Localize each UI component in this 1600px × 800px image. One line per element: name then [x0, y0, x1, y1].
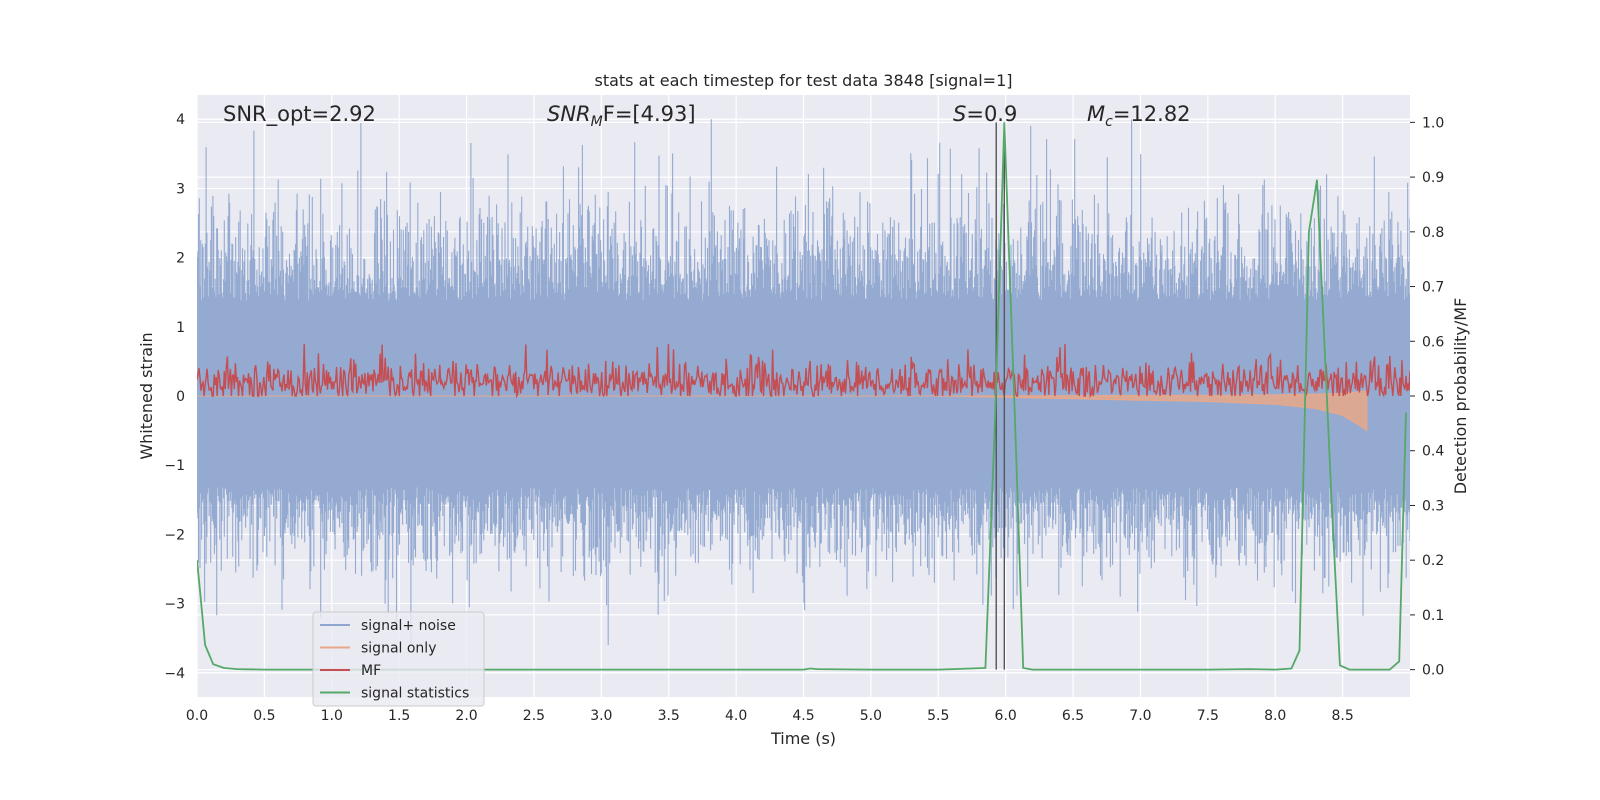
series-signal-statistics	[197, 122, 1407, 671]
x-tick-label: 5.0	[860, 708, 882, 724]
s-val: =0.9	[966, 102, 1017, 126]
snr-mf-main: SNR	[547, 102, 591, 126]
y-left-tick-label: 2	[176, 251, 185, 267]
left-axis-ticks: 4 3 2 1 0 −1 −2 −3 −4	[164, 112, 185, 682]
legend-label: signal+ noise	[361, 618, 456, 634]
y-left-tick-label: −1	[164, 458, 185, 474]
x-tick-label: 5.5	[927, 708, 949, 724]
legend-label: signal statistics	[361, 686, 469, 702]
x-tick-label: 0.0	[186, 708, 208, 724]
y-left-tick-label: −3	[164, 597, 185, 613]
annotation-snr-opt: SNR_opt=2.92	[223, 102, 376, 127]
series-signal-only	[197, 390, 1368, 432]
x-tick-label: 6.0	[995, 708, 1017, 724]
x-tick-label: 3.0	[590, 708, 612, 724]
y-right-tick-label: 0.7	[1422, 280, 1444, 296]
x-tick-label: 4.5	[792, 708, 814, 724]
snr-mf-tail: F=[4.93]	[603, 102, 696, 126]
legend-label: signal only	[361, 641, 436, 657]
y-right-tick-label: 1.0	[1422, 115, 1444, 131]
x-tick-label: 3.5	[658, 708, 680, 724]
x-tick-label: 2.0	[455, 708, 477, 724]
annotation-mc: Mc=12.82	[1087, 102, 1191, 130]
x-tick-label: 2.5	[523, 708, 545, 724]
y-left-tick-label: 1	[176, 320, 185, 336]
y-right-tick-label: 0.0	[1422, 663, 1444, 679]
annotation-s: S=0.9	[953, 102, 1017, 126]
y-right-tick-label: 0.8	[1422, 225, 1444, 241]
chart-title: stats at each timestep for test data 384…	[594, 71, 1012, 90]
snr-mf-sub: M	[591, 114, 603, 130]
y-right-tick-label: 0.5	[1422, 389, 1444, 405]
x-tick-label: 7.5	[1197, 708, 1219, 724]
x-tick-label: 1.5	[388, 708, 410, 724]
s-var: S	[953, 102, 966, 126]
y-left-tick-label: 4	[176, 112, 185, 128]
y-left-tick-label: −4	[164, 666, 185, 682]
x-tick-label: 8.0	[1264, 708, 1286, 724]
y-axis-right-label: Detection probability/MF	[1451, 298, 1470, 495]
y-right-tick-label: 0.6	[1422, 334, 1444, 350]
annotation-snr-mf: SNRMF=[4.93]	[547, 102, 696, 130]
mc-val: =12.82	[1113, 102, 1191, 126]
x-tick-label: 6.5	[1062, 708, 1084, 724]
y-left-tick-label: 0	[176, 389, 185, 405]
series-mf	[197, 343, 1410, 399]
y-left-tick-label: 3	[176, 181, 185, 197]
y-left-tick-label: −2	[164, 527, 185, 543]
x-tick-label: 0.5	[253, 708, 275, 724]
legend-label: MF	[361, 663, 381, 679]
mc-main: M	[1087, 102, 1105, 126]
x-axis-ticks: 0.0 0.5 1.0 1.5 2.0 2.5 3.0 3.5 4.0 4.5 5.0 5.5 6.0 6…	[186, 708, 1354, 724]
right-axis-ticks: 1.0 0.9 0.8 0.7 0.6 0.5 0.4 0.3 0.2 0.1 0.0	[1410, 115, 1444, 679]
legend: signal+ noise signal only MF signal statist…	[312, 611, 485, 707]
mc-sub: c	[1105, 114, 1113, 130]
y-right-tick-label: 0.2	[1422, 553, 1444, 569]
x-axis-label: Time (s)	[770, 729, 836, 748]
y-right-tick-label: 0.1	[1422, 608, 1444, 624]
x-tick-label: 7.0	[1129, 708, 1151, 724]
y-right-tick-label: 0.9	[1422, 170, 1444, 186]
x-tick-label: 8.5	[1331, 708, 1353, 724]
y-right-tick-label: 0.3	[1422, 498, 1444, 514]
y-right-tick-label: 0.4	[1422, 444, 1444, 460]
x-tick-label: 4.0	[725, 708, 747, 724]
y-axis-left-label: Whitened strain	[137, 332, 156, 459]
x-tick-label: 1.0	[321, 708, 343, 724]
